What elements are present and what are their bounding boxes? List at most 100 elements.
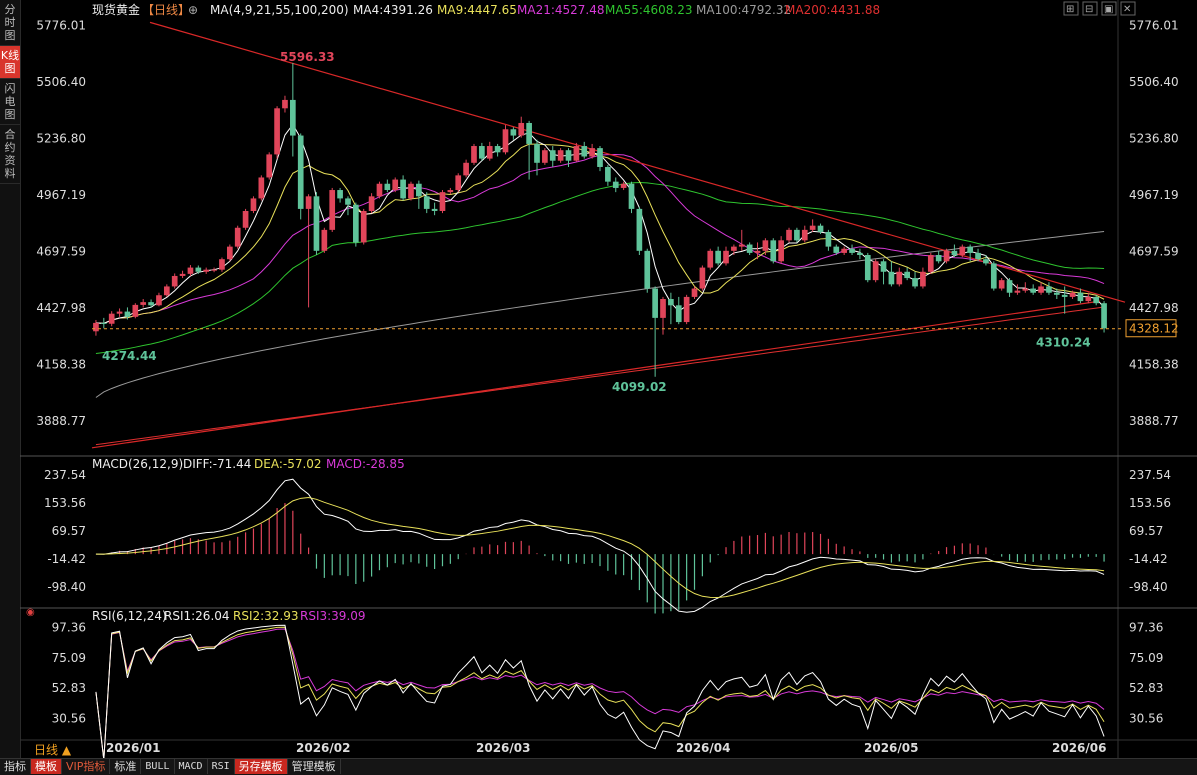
candle-body[interactable] — [219, 259, 225, 270]
candle-body[interactable] — [195, 267, 202, 272]
candle-body[interactable] — [242, 210, 249, 228]
candle-body[interactable] — [801, 229, 808, 241]
candle-body[interactable] — [392, 179, 399, 191]
candle-body[interactable] — [526, 122, 532, 144]
candle-body[interactable] — [479, 146, 485, 159]
candle-body[interactable] — [990, 263, 997, 289]
candle-body[interactable] — [163, 286, 170, 296]
candle-body[interactable] — [1061, 294, 1068, 297]
candle-body[interactable] — [597, 148, 603, 167]
candle-body[interactable] — [179, 273, 186, 276]
window-button[interactable] — [1082, 1, 1098, 16]
candle-body[interactable] — [904, 271, 910, 279]
candle-body[interactable] — [494, 146, 501, 153]
candle-body[interactable] — [234, 227, 241, 247]
candle-body[interactable] — [786, 229, 792, 241]
candle-body[interactable] — [880, 261, 887, 272]
candle-body[interactable] — [1046, 286, 1052, 293]
candle-body[interactable] — [93, 322, 99, 332]
candle-body[interactable] — [707, 250, 714, 268]
candle-body[interactable] — [565, 150, 572, 161]
candle-body[interactable] — [1101, 303, 1107, 329]
candle-body[interactable] — [746, 244, 753, 253]
candle-body[interactable] — [668, 299, 674, 306]
nav-item-1[interactable]: K线图 — [0, 46, 20, 79]
candle-body[interactable] — [1085, 296, 1092, 302]
candle-body[interactable] — [337, 190, 343, 199]
candle-body[interactable] — [723, 250, 729, 264]
nav-item-0[interactable]: 分时图 — [0, 0, 20, 46]
candle-body[interactable] — [140, 302, 147, 305]
toolbar-button-1[interactable]: 模板 — [31, 759, 62, 774]
candle-body[interactable] — [628, 183, 635, 209]
candle-body[interactable] — [778, 240, 784, 262]
candle-body[interactable] — [187, 267, 194, 274]
candle-body[interactable] — [935, 255, 942, 262]
candle-body[interactable] — [849, 248, 855, 253]
candle-body[interactable] — [557, 150, 564, 161]
candle-body[interactable] — [888, 271, 895, 285]
toolbar-button-7[interactable]: 另存模板 — [234, 759, 288, 774]
candle-body[interactable] — [1022, 288, 1029, 291]
candle-body[interactable] — [1069, 292, 1076, 297]
candle-body[interactable] — [920, 271, 926, 287]
candle-body[interactable] — [589, 148, 595, 157]
candle-body[interactable] — [211, 269, 217, 271]
candle-body[interactable] — [652, 288, 658, 318]
candle-body[interactable] — [502, 129, 509, 153]
candle-body[interactable] — [305, 196, 312, 209]
candle-body[interactable] — [573, 146, 580, 161]
candle-body[interactable] — [864, 255, 871, 281]
candle-body[interactable] — [605, 166, 611, 182]
candle-body[interactable] — [353, 204, 359, 243]
candle-body[interactable] — [825, 231, 832, 247]
toolbar-button-3[interactable]: 标准 — [110, 759, 142, 774]
candle-body[interactable] — [912, 278, 918, 287]
toolbar-button-8[interactable]: 管理模板 — [288, 759, 341, 774]
window-button[interactable] — [1101, 1, 1117, 16]
toolbar-button-6[interactable]: RSI — [208, 759, 235, 774]
candle-body[interactable] — [1053, 292, 1060, 295]
candle-body[interactable] — [927, 255, 934, 272]
candle-body[interactable] — [612, 181, 619, 188]
settings-icon[interactable]: ⊕ — [188, 3, 198, 17]
candle-body[interactable] — [124, 311, 131, 317]
rsi-settings-icon[interactable]: ◉ — [26, 607, 35, 618]
candle-body[interactable] — [250, 198, 257, 211]
candle-body[interactable] — [841, 248, 847, 253]
toolbar-button-5[interactable]: MACD — [175, 759, 208, 774]
candle-body[interactable] — [857, 252, 863, 256]
candle-body[interactable] — [408, 183, 414, 199]
candle-body[interactable] — [274, 108, 280, 155]
candle-body[interactable] — [116, 311, 123, 314]
nav-item-3[interactable]: 合约资料 — [0, 125, 20, 184]
candle-body[interactable] — [770, 240, 777, 262]
candle-body[interactable] — [203, 269, 210, 272]
candle-body[interactable] — [313, 196, 320, 251]
candle-body[interactable] — [132, 304, 139, 317]
candle-body[interactable] — [282, 99, 288, 109]
window-button[interactable] — [1120, 1, 1136, 16]
candle-body[interactable] — [809, 225, 816, 230]
candle-body[interactable] — [171, 275, 178, 287]
candle-body[interactable] — [416, 183, 422, 197]
candle-body[interactable] — [817, 225, 824, 232]
nav-item-2[interactable]: 闪电图 — [0, 79, 20, 125]
candle-body[interactable] — [108, 313, 115, 324]
candle-body[interactable] — [872, 261, 879, 281]
candle-body[interactable] — [1006, 280, 1013, 293]
candle-body[interactable] — [660, 299, 666, 318]
candle-body[interactable] — [368, 196, 375, 211]
candle-body[interactable] — [376, 183, 383, 197]
candle-body[interactable] — [1077, 292, 1084, 302]
candle-body[interactable] — [156, 295, 162, 306]
candle-body[interactable] — [471, 146, 477, 163]
candle-body[interactable] — [959, 246, 966, 256]
candle-body[interactable] — [683, 296, 690, 323]
toolbar-button-0[interactable]: 指标 — [0, 759, 31, 774]
price-chart[interactable]: 5776.01 5776.01 5506.40 5506.40 5236.80 5236.… — [0, 0, 1197, 758]
candle-body[interactable] — [400, 179, 406, 199]
window-button[interactable] — [1063, 1, 1079, 16]
candle-body[interactable] — [226, 246, 233, 260]
candle-body[interactable] — [762, 240, 769, 251]
